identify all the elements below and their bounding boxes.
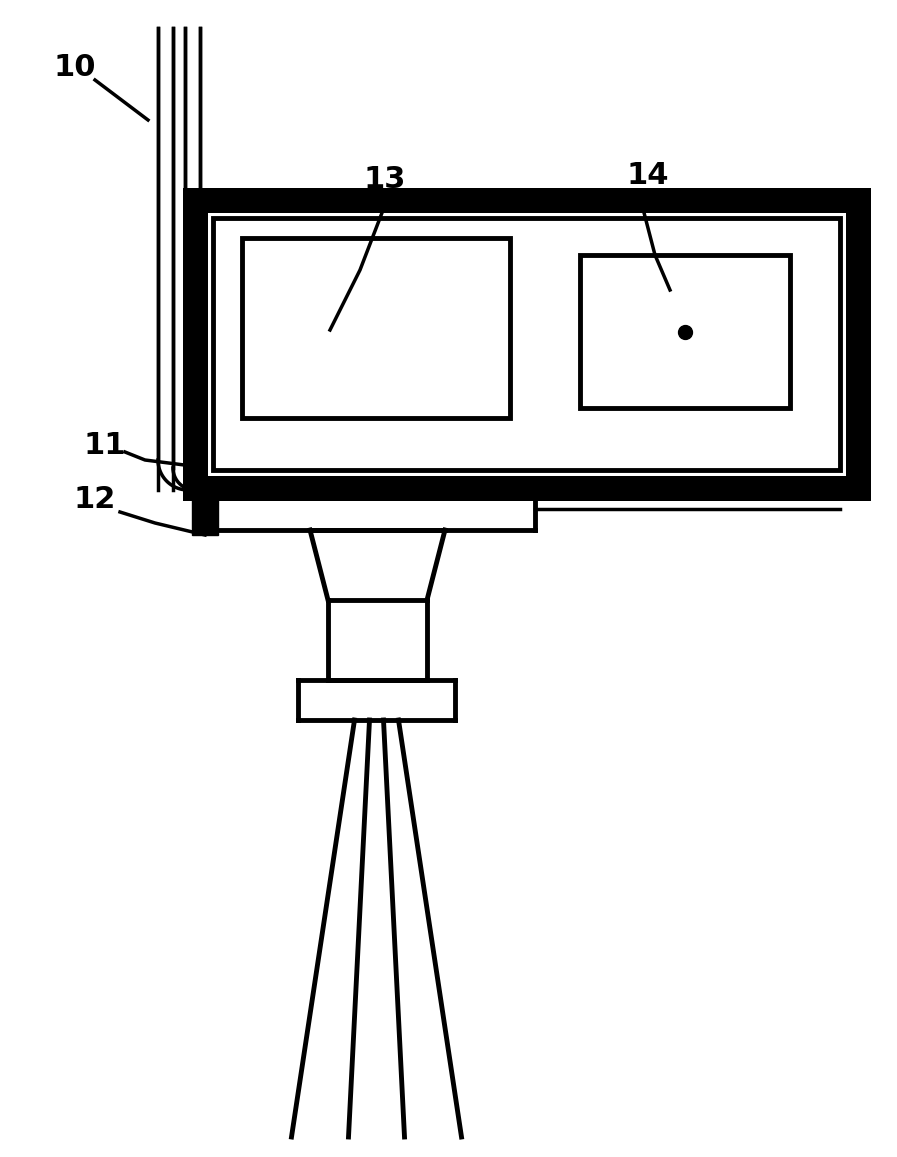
Bar [195,200,858,488]
Text: 14: 14 [627,161,669,190]
Text: 12: 12 [74,486,117,515]
Bar [580,255,790,408]
Text: 13: 13 [364,165,406,194]
Bar [192,488,218,535]
Text: 11: 11 [83,430,126,459]
Text: 10: 10 [54,53,96,82]
Bar [213,218,840,470]
Bar [242,238,510,418]
